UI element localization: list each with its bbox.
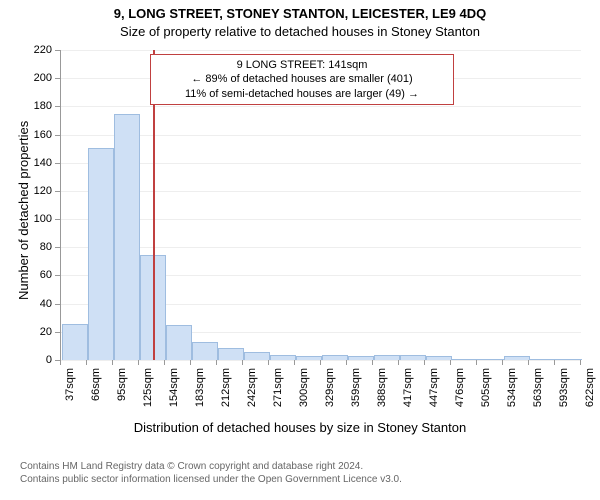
- x-tick-label: 329sqm: [324, 368, 336, 418]
- y-tick-label: 20: [30, 326, 52, 338]
- annotation-box: 9 LONG STREET: 141sqm← 89% of detached h…: [150, 54, 454, 105]
- x-tick: [112, 360, 113, 365]
- x-tick: [320, 360, 321, 365]
- x-axis-title: Distribution of detached houses by size …: [0, 420, 600, 435]
- y-tick-label: 140: [30, 157, 52, 169]
- x-tick-label: 242sqm: [246, 368, 258, 418]
- x-tick: [242, 360, 243, 365]
- x-tick-label: 388sqm: [376, 368, 388, 418]
- grid-line: [61, 106, 581, 107]
- y-tick-label: 200: [30, 72, 52, 84]
- histogram-bar: [218, 348, 245, 360]
- histogram-bar: [296, 356, 323, 360]
- x-tick-label: 183sqm: [194, 368, 206, 418]
- x-tick-label: 447sqm: [428, 368, 440, 418]
- x-tick: [528, 360, 529, 365]
- footer-text: Contains HM Land Registry data © Crown c…: [20, 460, 402, 486]
- x-tick: [398, 360, 399, 365]
- x-tick: [346, 360, 347, 365]
- histogram-bar: [270, 355, 297, 360]
- y-tick-label: 60: [30, 269, 52, 281]
- x-tick-label: 505sqm: [480, 368, 492, 418]
- y-tick: [55, 78, 60, 79]
- x-tick: [580, 360, 581, 365]
- y-tick-label: 220: [30, 44, 52, 56]
- histogram-bar: [452, 359, 479, 360]
- x-tick: [268, 360, 269, 365]
- x-tick: [294, 360, 295, 365]
- y-tick-label: 180: [30, 100, 52, 112]
- histogram-bar: [114, 114, 141, 360]
- x-tick-label: 66sqm: [90, 368, 102, 418]
- grid-line: [61, 50, 581, 51]
- histogram-bar: [62, 324, 89, 360]
- histogram-bar: [478, 359, 505, 360]
- x-tick: [190, 360, 191, 365]
- y-tick: [55, 135, 60, 136]
- grid-line: [61, 360, 581, 361]
- y-tick: [55, 50, 60, 51]
- footer-line-2: Contains public sector information licen…: [20, 473, 402, 486]
- histogram-bar: [166, 325, 193, 360]
- histogram-bar: [504, 356, 531, 360]
- y-tick: [55, 304, 60, 305]
- x-tick: [554, 360, 555, 365]
- x-tick-label: 37sqm: [64, 368, 76, 418]
- histogram-bar: [426, 356, 453, 360]
- y-tick: [55, 275, 60, 276]
- y-tick-label: 40: [30, 298, 52, 310]
- y-tick: [55, 247, 60, 248]
- y-tick-label: 0: [30, 354, 52, 366]
- chart-title: 9, LONG STREET, STONEY STANTON, LEICESTE…: [0, 6, 600, 21]
- x-tick: [86, 360, 87, 365]
- y-tick-label: 100: [30, 213, 52, 225]
- y-tick: [55, 191, 60, 192]
- chart-container: 9, LONG STREET, STONEY STANTON, LEICESTE…: [0, 0, 600, 500]
- y-tick: [55, 332, 60, 333]
- x-tick-label: 300sqm: [298, 368, 310, 418]
- x-tick: [60, 360, 61, 365]
- y-tick: [55, 106, 60, 107]
- histogram-bar: [374, 355, 401, 360]
- histogram-bar: [530, 359, 557, 360]
- x-tick-label: 125sqm: [142, 368, 154, 418]
- footer-line-1: Contains HM Land Registry data © Crown c…: [20, 460, 402, 473]
- annotation-line: 9 LONG STREET: 141sqm: [157, 58, 447, 72]
- annotation-line: ← 89% of detached houses are smaller (40…: [157, 72, 447, 86]
- histogram-bar: [244, 352, 271, 360]
- annotation-line: 11% of semi-detached houses are larger (…: [157, 87, 447, 101]
- x-tick: [502, 360, 503, 365]
- histogram-bar: [88, 148, 115, 360]
- histogram-bar: [348, 356, 375, 360]
- x-tick: [372, 360, 373, 365]
- y-tick: [55, 163, 60, 164]
- x-tick-label: 359sqm: [350, 368, 362, 418]
- y-tick-label: 160: [30, 129, 52, 141]
- y-tick-label: 80: [30, 241, 52, 253]
- histogram-bar: [556, 359, 583, 360]
- chart-subtitle: Size of property relative to detached ho…: [0, 24, 600, 39]
- x-tick-label: 154sqm: [168, 368, 180, 418]
- x-tick: [476, 360, 477, 365]
- histogram-bar: [322, 355, 349, 360]
- x-tick: [164, 360, 165, 365]
- x-tick-label: 622sqm: [584, 368, 596, 418]
- histogram-bar: [192, 342, 219, 360]
- x-tick: [424, 360, 425, 365]
- x-tick-label: 417sqm: [402, 368, 414, 418]
- x-tick: [450, 360, 451, 365]
- y-axis-title: Number of detached properties: [16, 121, 31, 300]
- x-tick-label: 212sqm: [220, 368, 232, 418]
- histogram-bar: [400, 355, 427, 360]
- y-tick-label: 120: [30, 185, 52, 197]
- x-tick-label: 563sqm: [532, 368, 544, 418]
- x-tick-label: 476sqm: [454, 368, 466, 418]
- y-tick: [55, 219, 60, 220]
- x-tick-label: 271sqm: [272, 368, 284, 418]
- x-tick: [216, 360, 217, 365]
- x-tick-label: 534sqm: [506, 368, 518, 418]
- x-tick-label: 95sqm: [116, 368, 128, 418]
- x-tick-label: 593sqm: [558, 368, 570, 418]
- x-tick: [138, 360, 139, 365]
